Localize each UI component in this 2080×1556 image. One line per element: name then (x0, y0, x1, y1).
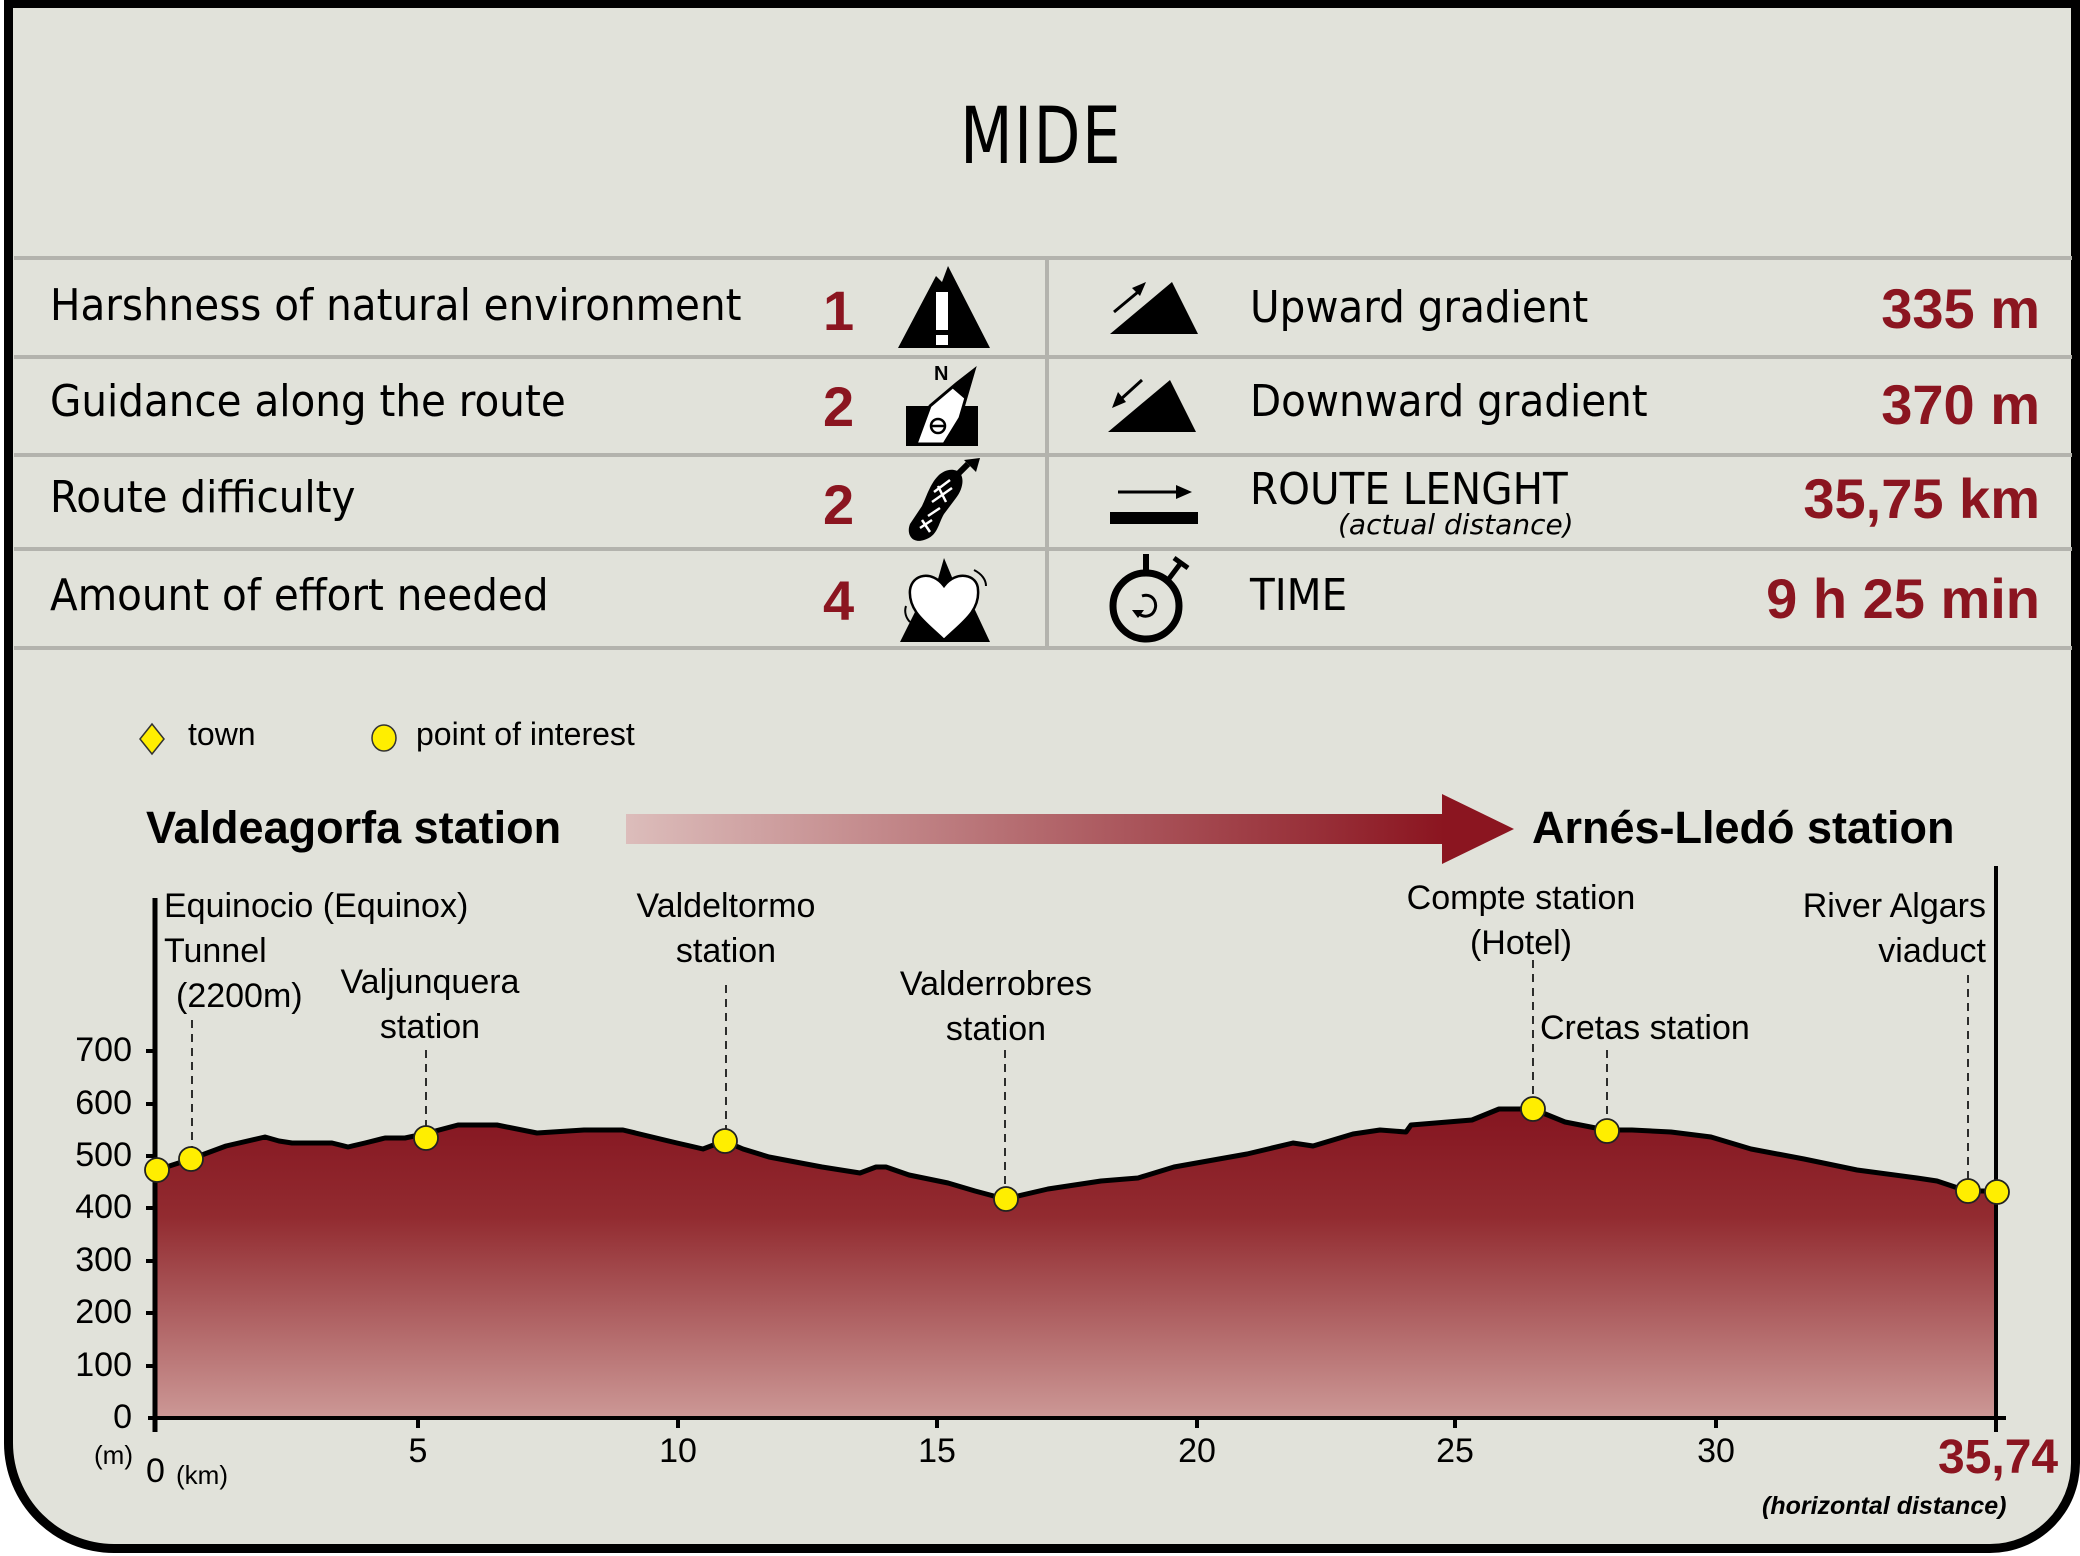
legend-poi-label: point of interest (416, 716, 635, 752)
poi-marker-valderrobres (993, 1186, 1019, 1212)
table-divider (14, 355, 2072, 359)
row-value: 9 h 25 min (1766, 567, 2040, 630)
row-sublabel: (actual distance) (1338, 508, 1574, 541)
row-label: Harshness of natural environment (50, 280, 742, 331)
distance-arrow-icon (1110, 485, 1198, 524)
y-tick-label: 400 (75, 1188, 132, 1226)
poi-label-line: station (945, 1010, 1047, 1048)
route-end-label: Arnés-Lledó station (1532, 802, 1955, 853)
downhill-arrow-icon (1108, 378, 1196, 432)
poi-marker-compte (1520, 1096, 1546, 1122)
row-value: 2 (823, 375, 855, 438)
row-label: Upward gradient (1250, 282, 1589, 333)
row-value: 370 m (1881, 373, 2040, 436)
poi-label-compte: Compte station (Hotel) (1386, 876, 1656, 966)
x-tick-label: 30 (1697, 1432, 1735, 1470)
end-distance-label: 35,74 (1938, 1431, 2059, 1484)
poi-label-line: Valjunquera (340, 963, 520, 1001)
y-tick-label: 200 (75, 1293, 132, 1331)
table-divider (14, 646, 2072, 650)
poi-label-algars: River Algars viaduct (1760, 884, 1986, 974)
horizontal-distance-note: (horizontal distance) (1762, 1492, 2007, 1520)
table-divider (14, 453, 2072, 457)
row-value: 2 (823, 473, 855, 536)
poi-label-line: station (675, 932, 777, 970)
stopwatch-icon (1109, 554, 1190, 643)
heart-mountain-icon (900, 558, 990, 642)
town-diamond-icon (139, 722, 165, 756)
x-tick-label: 25 (1436, 1432, 1474, 1470)
poi-label-valjunquera: Valjunquera station (330, 960, 530, 1050)
row-value: 4 (823, 569, 855, 632)
row-label: Guidance along the route (50, 376, 566, 427)
poi-label-line: (2200m) (176, 977, 303, 1015)
poi-label-line: Valdeltormo (636, 887, 816, 925)
poi-marker-cretas (1594, 1118, 1620, 1144)
row-value: 1 (823, 279, 855, 342)
poi-marker-valdeagorfa (144, 1157, 170, 1183)
page-title: MIDE (960, 92, 1123, 182)
y-unit-label: (m) (94, 1440, 133, 1470)
poi-label-line: Valderrobres (899, 965, 1093, 1003)
poi-marker-algars-viaduct (1955, 1178, 1981, 1204)
poi-label-line: Tunnel (164, 932, 267, 970)
row-value: 335 m (1881, 277, 2040, 340)
y-tick-label: 600 (75, 1084, 132, 1122)
poi-label-line: (Hotel) (1469, 924, 1573, 962)
boot-sole-icon (908, 458, 980, 541)
poi-markers (144, 1096, 2010, 1212)
x-ticks (416, 1418, 1718, 1428)
compass-signpost-icon: N (906, 363, 978, 446)
poi-label-line: viaduct (1878, 932, 1986, 970)
poi-marker-arnes-lledo (1984, 1179, 2010, 1205)
profile-area (157, 1109, 1996, 1418)
profile-line (156, 1106, 1996, 1202)
poi-label-cretas: Cretas station (1540, 1006, 1750, 1051)
route-direction-arrow-icon (626, 794, 1514, 864)
y-tick-label: 700 (75, 1031, 132, 1069)
poi-label-line: Compte station (1406, 879, 1636, 917)
legend-town-label: town (188, 716, 256, 752)
x-unit-label: (km) (176, 1460, 228, 1490)
row-label: TIME (1250, 570, 1348, 621)
warning-mountain-icon (898, 266, 990, 348)
poi-circle-icon (371, 724, 397, 752)
poi-marker-valjunquera (413, 1125, 439, 1151)
poi-label-valderrobres: Valderrobres station (880, 962, 1112, 1052)
table-divider (14, 547, 2072, 551)
y-tick-label: 500 (75, 1136, 132, 1174)
row-label: ROUTE LENGHT (1250, 464, 1568, 515)
svg-text:N: N (934, 363, 948, 385)
poi-label-line: station (379, 1008, 481, 1046)
route-start-label: Valdeagorfa station (146, 802, 562, 853)
uphill-arrow-icon (1110, 282, 1198, 334)
y-tick-label: 100 (75, 1346, 132, 1384)
poi-label-equinox: Equinocio (Equinox) Tunnel (2200m) (164, 884, 468, 1019)
table-column-divider (1045, 258, 1049, 648)
poi-label-line: Equinocio (Equinox) (164, 887, 469, 925)
x-tick-label: 20 (1178, 1432, 1216, 1470)
y-tick-label: 300 (75, 1241, 132, 1279)
x-tick-label: 10 (659, 1432, 697, 1470)
poi-marker-equinox-tunnel (178, 1146, 204, 1172)
row-label: Downward gradient (1250, 376, 1648, 427)
poi-leader-lines (191, 960, 1969, 1188)
x-tick-label: 5 (408, 1432, 428, 1470)
poi-label-valdeltormo: Valdeltormo station (616, 884, 836, 974)
y-tick-label: 0 (113, 1398, 132, 1436)
table-divider (14, 256, 2072, 260)
x-tick-label: 0 (146, 1452, 165, 1490)
row-label: Route difficulty (50, 472, 356, 523)
row-label: Amount of effort needed (50, 570, 549, 621)
row-value: 35,75 km (1803, 467, 2040, 530)
poi-label-line: River Algars (1802, 887, 1986, 925)
y-ticks (146, 1049, 155, 1368)
x-tick-label: 15 (918, 1432, 956, 1470)
poi-label-line: Cretas station (1540, 1009, 1750, 1047)
poi-marker-valdeltormo (712, 1128, 738, 1154)
